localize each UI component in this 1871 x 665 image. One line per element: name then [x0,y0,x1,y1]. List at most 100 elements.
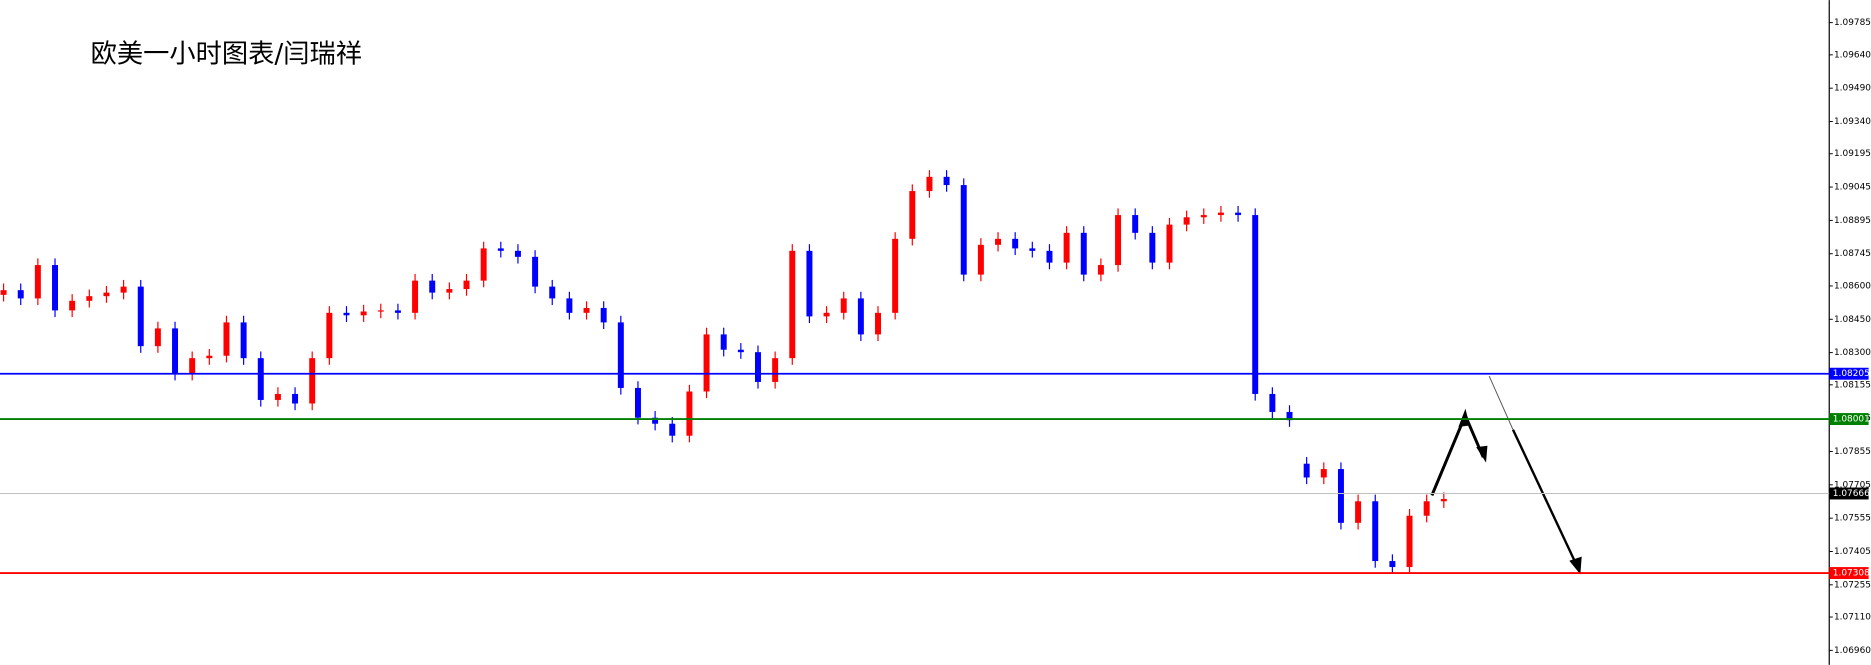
price-level-label: 1.08205 [1833,369,1870,379]
candle-body [206,355,213,359]
y-tick-label: 1.09490 [1834,84,1871,94]
candle-body [823,312,830,317]
candle-body [360,311,367,316]
candle-body [34,265,41,299]
candle-body [1440,499,1447,502]
price-level-label: 1.07308 [1833,569,1870,579]
candle-body [789,250,796,359]
candle-body [497,248,504,251]
candle-body [120,286,127,293]
candle-body [1149,232,1156,263]
y-tick-label: 1.08450 [1834,315,1871,325]
candle-body [652,417,659,424]
candle-body [977,244,984,275]
candle-body [960,185,967,275]
candle-body [1286,411,1293,421]
candle-body [103,292,110,297]
candle-body [1320,469,1327,478]
candle-body [1423,501,1430,516]
price-level-label: 1.07666 [1833,489,1870,499]
price-level-tag [1829,487,1869,500]
candle-body [943,176,950,186]
candle-body [1269,393,1276,412]
candle-body [857,298,864,335]
y-tick-label: 1.08155 [1834,380,1871,390]
candle-body [86,296,93,301]
candle-body [566,298,573,313]
y-tick-label: 1.07705 [1834,480,1871,490]
candle-body [1183,217,1190,225]
candle-body [1029,248,1036,251]
candle-body [274,393,281,400]
candle-body [0,290,7,295]
candle-body [1115,215,1122,266]
candle-body [926,176,933,192]
candle-body [634,387,641,418]
candle-body [1166,224,1173,263]
y-tick-label: 1.09640 [1834,50,1871,60]
candle-body [1355,501,1362,523]
candle-body [69,300,76,311]
candle-body [292,393,299,404]
arrow-path [1511,429,1579,568]
y-tick-label: 1.09195 [1834,149,1871,159]
y-tick-label: 1.09785 [1834,18,1871,28]
candle-body [52,265,58,311]
price-level-tag [1829,413,1869,426]
annotation-arrows [1430,375,1582,575]
candle-body [429,280,436,293]
candle-body [995,238,1002,245]
y-tick-label: 1.07555 [1834,514,1871,524]
candle-body [1217,212,1224,216]
candle-body [669,423,676,436]
candle-body [1406,515,1413,568]
candle-body [875,312,881,335]
candle-body [806,250,813,317]
candle-body [1389,561,1396,568]
candle-body [1046,250,1053,263]
candle-body [617,322,624,388]
candle-body [1012,238,1019,249]
candle-body [1200,215,1207,218]
candle-body [240,322,247,359]
candle-body [703,334,710,392]
y-tick-label: 1.06960 [1834,646,1871,656]
price-level-tag [1829,567,1869,580]
candle-body [1080,232,1087,275]
y-tick-label: 1.09045 [1834,183,1871,193]
candle-body [1235,212,1242,216]
candle-body [1252,215,1259,394]
candle-body [480,248,487,281]
candle-body [1372,501,1379,562]
candle-body [1132,215,1139,233]
candle-body [377,310,384,312]
candle-body [343,312,350,316]
candle-body [446,289,453,293]
y-tick-label: 1.07110 [1834,613,1871,623]
candle-body [1337,469,1344,523]
candle-body [137,286,144,347]
arrow-head [1476,445,1488,463]
candle-body [223,322,230,356]
candle-body [514,250,521,257]
y-tick-label: 1.07255 [1834,580,1871,590]
candle-body [1063,232,1070,263]
candle-body [326,312,333,359]
price-level-label: 1.08001 [1833,415,1870,425]
candle-body [600,307,607,323]
arrow-head [1569,556,1582,575]
candle-body [892,238,899,313]
candle-body [172,328,179,374]
chart-title: 欧美一小时图表/闫瑞祥 [91,40,362,70]
candle-body [412,280,419,313]
plot [0,170,1447,574]
y-tick-label: 1.09340 [1834,117,1871,127]
candle-body [772,358,779,382]
candle-body [257,358,264,400]
candle-body [840,298,847,313]
y-tick-label: 1.07405 [1834,547,1871,557]
candle-body [720,334,727,350]
candle-body [309,358,316,404]
